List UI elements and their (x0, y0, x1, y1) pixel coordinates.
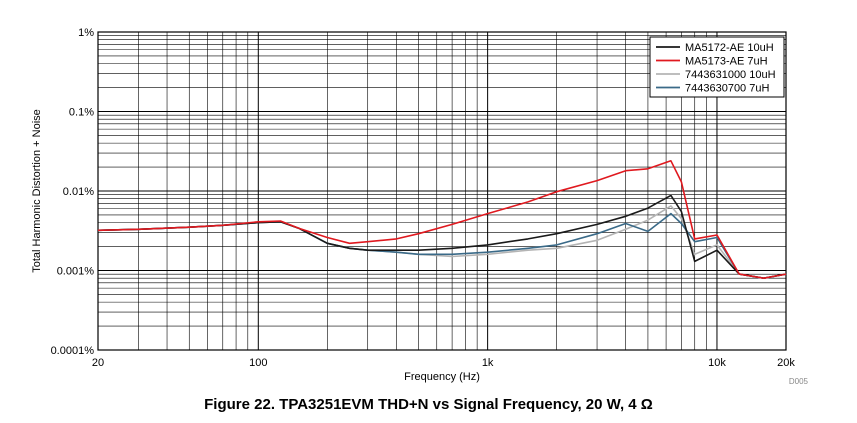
figure-caption: Figure 22. TPA3251EVM THD+N vs Signal Fr… (204, 396, 653, 413)
y-tick-label: 0.0001% (51, 345, 95, 357)
legend-label: 7443631000 10uH (685, 69, 776, 81)
y-tick-label: 1% (78, 27, 94, 39)
x-tick-label: 100 (249, 357, 267, 369)
legend-label: 7443630700 7uH (685, 83, 769, 95)
legend-label: MA5173-AE 7uH (685, 56, 768, 68)
tick-labels: 20 100 1k 10k 20k 1% 0.1% 0.01% 0.001% 0.0001% (51, 27, 796, 369)
series-line-2 (97, 160, 787, 280)
y-tick-label: 0.1% (69, 107, 94, 119)
x-axis-title: Frequency (Hz) (404, 371, 480, 383)
x-tick-label: 1k (482, 357, 494, 369)
doc-code: D005 (789, 377, 809, 386)
series-line-1 (97, 194, 787, 280)
x-tick-label: 20 (92, 357, 104, 369)
series-layer (97, 160, 787, 280)
x-tick-label: 20k (777, 357, 795, 369)
y-axis-title: Total Harmonic Distortion + Noise (31, 109, 43, 273)
legend-label: MA5172-AE 10uH (685, 42, 774, 54)
chart: 20 100 1k 10k 20k 1% 0.1% 0.01% 0.001% 0.0001% Fr… (31, 27, 809, 386)
plot-frame (97, 31, 787, 351)
y-tick-label: 0.01% (63, 186, 94, 198)
x-tick-label: 10k (708, 357, 726, 369)
y-tick-label: 0.001% (57, 266, 95, 278)
